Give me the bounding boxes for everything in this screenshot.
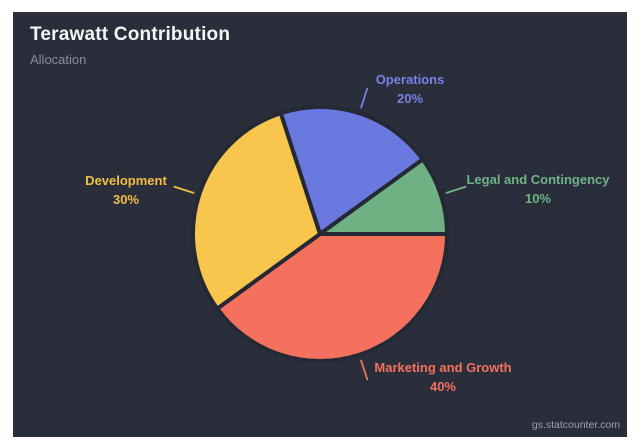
- slice-label-name: Development: [85, 173, 167, 188]
- chart-subtitle: Allocation: [30, 52, 87, 67]
- slice-label-legal-and-contingency: Legal and Contingency 10%: [466, 170, 609, 208]
- slice-label-operations: Operations 20%: [376, 70, 445, 108]
- slice-label-percent: 10%: [524, 191, 552, 206]
- slice-label-name: Operations: [375, 72, 445, 87]
- chart-title: Terawatt Contribution: [30, 24, 231, 45]
- watermark-gs-statcounter: gs.statcounter.com: [531, 419, 620, 431]
- slice-label-percent: 20%: [396, 91, 424, 106]
- slice-label-percent: 40%: [429, 379, 457, 394]
- slice-label-development: Development 30%: [85, 171, 167, 209]
- slice-label-percent: 30%: [112, 192, 140, 207]
- slice-label-name: Legal and Contingency: [466, 172, 610, 187]
- slice-label-name: Marketing and Growth: [374, 360, 512, 375]
- chart-panel: Terawatt Contribution Allocation gs.stat…: [13, 12, 627, 437]
- slice-label-marketing-and-growth: Marketing and Growth 40%: [374, 358, 511, 396]
